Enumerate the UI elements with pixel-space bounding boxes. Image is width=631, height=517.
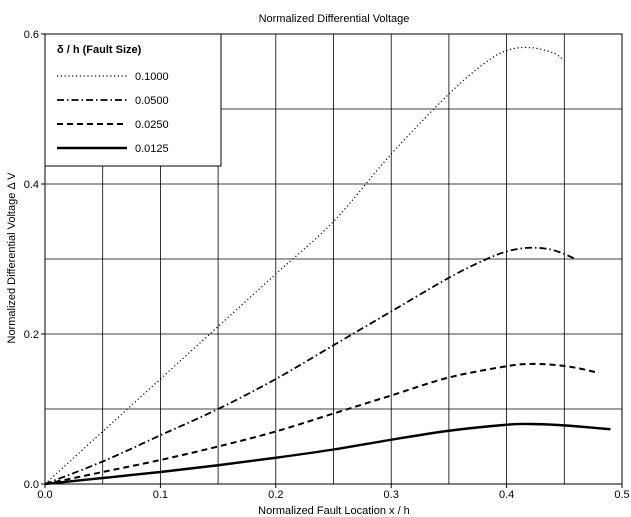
legend-box: δ / h (Fault Size) 0.1000 0.0500 0.0250 0.0… [44,33,222,167]
series-line-0.0125 [44,422,611,486]
legend-label-0.0500: 0.0500 [135,95,169,107]
x-tick-label: 0.4 [499,489,514,501]
x-tick-label: 0.5 [614,489,629,501]
series-line-0.0250 [44,362,600,485]
y-tick-label: 0.0 [24,479,39,491]
legend-label-0.1000: 0.1000 [135,71,169,83]
tick-labels: 0.0 0.1 0.2 0.3 0.4 0.5 0.0 0.2 0.4 0.6 [24,29,630,501]
y-tick-label: 0.2 [24,329,39,341]
chart-title: Normalized Differential Voltage [259,13,410,25]
series-line-0.1000 [44,46,565,485]
plot-frame [44,33,623,485]
y-axis-title: Normalized Differential Voltage Δ V [6,172,18,344]
series-layer [44,46,611,486]
grid [45,34,622,484]
y-tick-label: 0.6 [24,29,39,41]
x-tick-label: 0.0 [37,489,52,501]
series-line-0.0500 [44,246,577,485]
x-tick-label: 0.2 [268,489,283,501]
x-tick-label: 0.3 [384,489,399,501]
legend-label-0.0250: 0.0250 [135,119,169,131]
x-tick-label: 0.1 [153,489,168,501]
x-axis-title: Normalized Fault Location x / h [258,505,410,517]
legend-label-0.0125: 0.0125 [135,143,169,155]
legend-title: δ / h (Fault Size) [57,44,142,56]
y-tick-label: 0.4 [24,179,39,191]
